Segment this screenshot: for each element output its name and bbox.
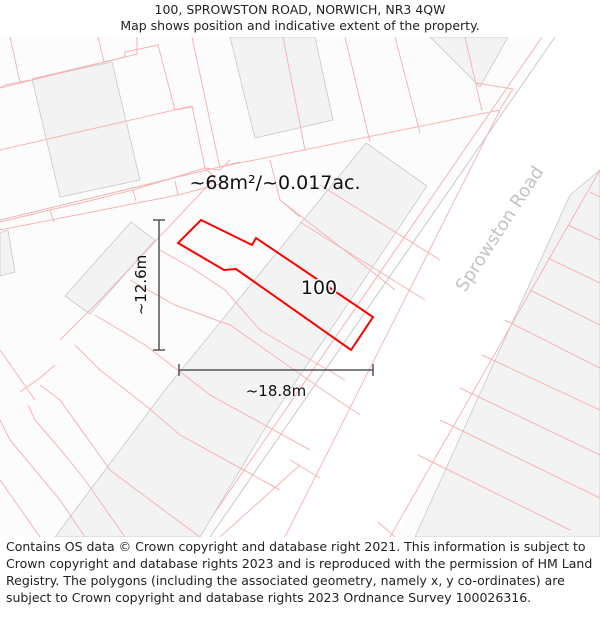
area-label: ~68m²/~0.017ac. [189, 172, 360, 194]
width-measure [178, 364, 374, 376]
road-carriageway [212, 37, 600, 537]
height-measure [153, 219, 165, 351]
map-header: 100, SPROWSTON ROAD, NORWICH, NR3 4QW Ma… [0, 0, 600, 37]
property-outline[interactable] [176, 218, 375, 352]
property-address: 100, SPROWSTON ROAD, NORWICH, NR3 4QW [154, 2, 446, 17]
map-subtitle: Map shows position and indicative extent… [120, 18, 480, 33]
width-measure-label: ~18.8m [246, 382, 307, 400]
height-measure-label: ~12.6m [132, 255, 150, 316]
property-map[interactable]: Sprowston Road ~68m²/~0.017ac. 100 ~12.6… [0, 37, 600, 537]
property-number-label: 100 [301, 277, 337, 299]
parcel-boundaries [0, 37, 600, 537]
copyright-notice: Contains OS data © Crown copyright and d… [6, 539, 593, 605]
